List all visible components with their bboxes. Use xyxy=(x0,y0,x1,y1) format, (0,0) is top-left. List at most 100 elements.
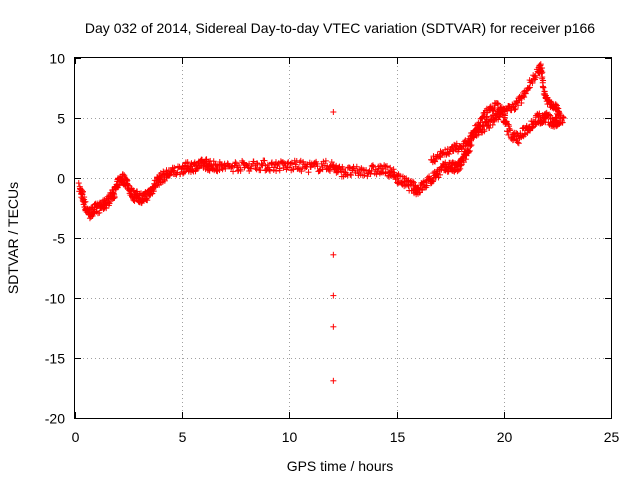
data-point xyxy=(510,136,517,143)
data-point xyxy=(515,140,522,147)
data-point xyxy=(368,168,375,175)
data-point xyxy=(511,106,518,113)
data-point xyxy=(177,171,184,178)
data-point xyxy=(89,212,96,219)
data-point xyxy=(507,127,514,134)
data-point xyxy=(529,80,536,87)
data-point xyxy=(273,167,280,174)
data-point xyxy=(483,114,490,121)
outlier-point xyxy=(330,377,337,384)
data-point xyxy=(254,160,261,167)
data-point xyxy=(560,115,567,121)
data-point xyxy=(119,171,126,178)
data-point xyxy=(514,139,521,146)
data-point xyxy=(350,165,357,172)
data-point xyxy=(495,116,502,123)
data-point xyxy=(326,167,333,174)
data-point xyxy=(495,100,502,107)
data-point xyxy=(539,119,546,126)
data-point xyxy=(271,164,278,171)
data-point xyxy=(81,194,88,201)
data-point xyxy=(451,141,458,148)
outlier-point xyxy=(330,109,337,115)
data-point xyxy=(367,171,374,178)
x-tick-label: 15 xyxy=(390,429,406,445)
data-point xyxy=(437,154,444,161)
y-tick-label: -15 xyxy=(45,351,65,367)
y-tick-label: -20 xyxy=(45,411,65,427)
data-point xyxy=(546,111,553,118)
data-point xyxy=(288,160,295,167)
data-point xyxy=(409,178,416,185)
outlier-point xyxy=(330,292,337,299)
data-point xyxy=(552,101,559,108)
data-point xyxy=(466,147,473,154)
data-point xyxy=(364,173,371,180)
data-point xyxy=(466,138,473,145)
data-point xyxy=(337,167,344,174)
data-point xyxy=(305,169,312,176)
data-point xyxy=(489,121,496,128)
data-point xyxy=(373,171,380,178)
data-point xyxy=(538,70,545,77)
data-point xyxy=(541,88,548,95)
data-point xyxy=(540,84,547,91)
data-point xyxy=(325,166,332,173)
data-point xyxy=(540,77,547,84)
x-axis-label: GPS time / hours xyxy=(287,458,394,474)
data-point xyxy=(75,180,82,187)
data-point xyxy=(361,172,368,179)
data-point xyxy=(483,113,490,120)
data-point xyxy=(276,167,283,174)
data-point xyxy=(150,188,157,195)
outlier-point xyxy=(330,323,337,330)
data-point xyxy=(236,162,243,169)
data-point xyxy=(556,108,563,115)
y-tick-label: 0 xyxy=(57,171,65,187)
chart-title: Day 032 of 2014, Sidereal Day-to-day VTE… xyxy=(85,20,595,36)
data-point xyxy=(436,153,443,160)
y-tick-labels: -20 -15 -10 -5 0 5 10 xyxy=(45,51,65,427)
data-point xyxy=(396,172,403,179)
data-point xyxy=(161,177,168,184)
data-point xyxy=(82,198,89,205)
data-point xyxy=(525,85,532,92)
data-point xyxy=(481,126,488,133)
data-point xyxy=(423,182,430,189)
data-point xyxy=(383,163,390,170)
data-point xyxy=(536,110,543,117)
data-point xyxy=(504,120,511,127)
data-point xyxy=(353,163,360,170)
data-point xyxy=(539,74,546,81)
data-point xyxy=(432,158,439,165)
data-point xyxy=(518,99,525,106)
y-tick-label: -10 xyxy=(45,291,65,307)
data-point xyxy=(261,157,268,164)
data-point xyxy=(521,94,528,101)
data-point xyxy=(209,166,216,173)
x-tick-label: 20 xyxy=(497,429,513,445)
axis-ticks xyxy=(75,58,612,419)
data-point xyxy=(253,166,260,173)
data-point xyxy=(377,162,384,169)
data-point xyxy=(116,182,123,189)
data-point xyxy=(222,165,229,172)
data-point xyxy=(559,119,566,126)
data-point xyxy=(537,61,544,68)
data-point xyxy=(237,167,244,174)
data-point xyxy=(522,90,529,97)
data-point xyxy=(348,172,355,179)
data-point xyxy=(298,168,305,175)
data-point xyxy=(475,122,482,129)
data-point xyxy=(462,137,469,144)
data-points xyxy=(75,61,567,384)
data-point xyxy=(462,156,469,163)
data-point xyxy=(560,113,567,120)
data-point xyxy=(107,198,114,205)
data-point xyxy=(556,120,563,127)
data-point xyxy=(295,165,302,172)
data-point xyxy=(322,157,329,164)
data-point xyxy=(96,209,103,216)
y-axis-label: SDTVAR / TECUs xyxy=(5,182,21,294)
